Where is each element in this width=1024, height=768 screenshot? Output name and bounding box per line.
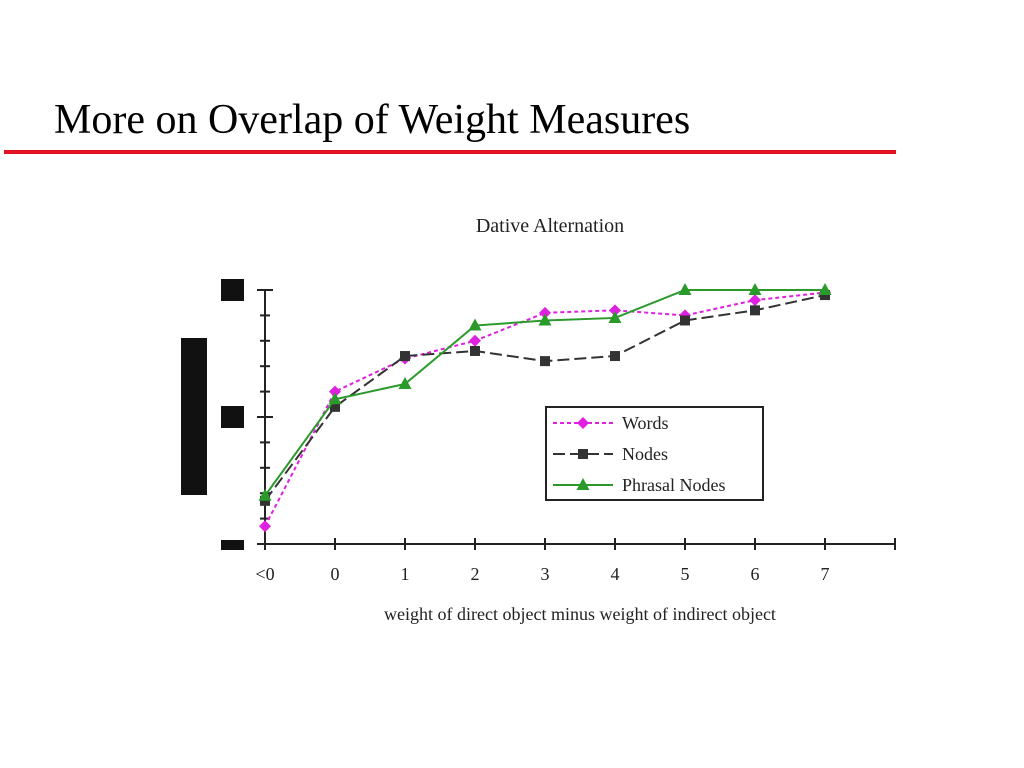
x-tick-label: 7 [821, 564, 830, 584]
series-line-words [264, 291, 826, 527]
chart-axes: <0 0 1 2 3 4 5 6 7 [181, 279, 896, 584]
x-tick-label: 4 [611, 564, 620, 584]
chart-legend: Words Nodes Phrasal Nodes [545, 406, 764, 501]
legend-label-phrasal-nodes: Phrasal Nodes [622, 475, 725, 495]
chart-title: Dative Alternation [476, 215, 624, 237]
data-point-phrasal-nodes [678, 283, 692, 295]
data-point-nodes [680, 315, 690, 326]
data-point-phrasal-nodes [538, 313, 552, 326]
x-tick-label: <0 [255, 564, 274, 584]
data-point-phrasal-nodes [748, 283, 762, 295]
data-point-phrasal-nodes [258, 488, 272, 501]
legend-marker-nodes [578, 449, 588, 459]
legend-marker-phrasal-nodes [576, 478, 590, 490]
data-point-phrasal-nodes [818, 283, 832, 295]
y-tick-label-redacted [221, 279, 244, 301]
data-point-nodes [470, 345, 480, 356]
data-point-words [539, 306, 551, 319]
x-tick-label: 0 [331, 564, 340, 584]
data-point-phrasal-nodes [328, 392, 342, 405]
chart-series [258, 283, 832, 533]
x-tick-label: 3 [541, 564, 550, 584]
x-tick-label: 2 [471, 564, 480, 584]
title-underline [4, 150, 896, 154]
data-point-words [469, 334, 481, 347]
data-point-words [609, 304, 621, 317]
data-point-nodes [820, 290, 830, 301]
data-point-words [749, 294, 761, 307]
x-tick-label: 1 [401, 564, 410, 584]
data-point-phrasal-nodes [398, 376, 412, 389]
data-point-words [259, 520, 271, 533]
slide-title: More on Overlap of Weight Measures [54, 97, 691, 143]
data-point-nodes [260, 495, 270, 506]
data-point-nodes [330, 401, 340, 412]
y-tick-label-redacted [221, 406, 244, 428]
data-point-phrasal-nodes [468, 318, 482, 331]
y-axis-label-redacted [181, 338, 207, 495]
data-point-nodes [610, 351, 620, 362]
x-tick-label: 6 [751, 564, 760, 584]
data-point-nodes [750, 305, 760, 316]
y-tick-label-redacted [221, 540, 244, 550]
data-point-nodes [400, 351, 410, 362]
x-axis-label: weight of direct object minus weight of … [384, 604, 776, 624]
series-phrasal-nodes [258, 283, 832, 501]
legend-marker-words [577, 417, 589, 429]
data-point-phrasal-nodes [608, 310, 622, 323]
data-point-words [329, 385, 341, 398]
legend-label-words: Words [622, 413, 669, 433]
x-tick-label: 5 [681, 564, 690, 584]
legend-label-nodes: Nodes [622, 444, 668, 464]
series-nodes [260, 290, 830, 506]
data-point-nodes [540, 356, 550, 367]
